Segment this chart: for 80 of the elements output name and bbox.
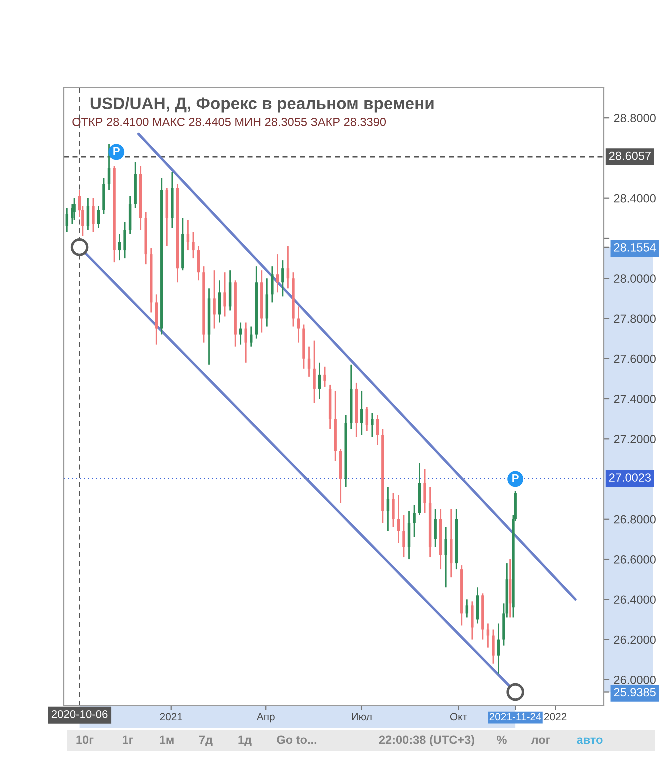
y-tick-label: 26.2000 [614, 636, 656, 644]
x-tick-label: 2021 [160, 713, 182, 721]
candlestick [213, 270, 216, 330]
y-tick-label: 27.4000 [614, 395, 656, 404]
candlestick [282, 260, 284, 298]
y-tick-label: 27.8000 [614, 314, 656, 324]
candlestick [308, 346, 311, 378]
candlestick [471, 600, 474, 640]
y-tick-label: 27.6000 [614, 354, 656, 364]
text: 1д [238, 736, 252, 746]
text: 7д [199, 736, 213, 746]
candlestick [466, 598, 469, 618]
candlestick [392, 492, 395, 528]
candlestick [97, 206, 100, 230]
candlestick [360, 390, 364, 436]
ref-line-label: 2020-10-06 [52, 710, 108, 718]
candlestick [286, 246, 290, 290]
candlestick [276, 254, 280, 294]
candlestick [244, 322, 248, 364]
candlestick [324, 366, 326, 388]
candlestick [224, 272, 226, 318]
ref-line-label: 28.6057 [609, 152, 651, 160]
candlestick [86, 198, 90, 232]
ref-line-label: 27.0023 [609, 474, 652, 482]
candlestick [297, 306, 300, 344]
candlestick [366, 406, 369, 432]
candlestick [250, 326, 253, 348]
candlestick [434, 508, 437, 548]
text: ОТКР 28.4100 МАКС 28.4405 МИН 28.3055 ЗАКР 28.3390 [72, 118, 386, 126]
candlestick [73, 198, 76, 222]
candlestick [402, 514, 406, 558]
candlestick [371, 412, 374, 438]
y-tick-label: 28.4000 [614, 194, 656, 203]
candlestick [376, 414, 380, 446]
candlestick [424, 468, 426, 514]
text: 22:00:38 (UTC+3) [379, 735, 474, 746]
y-tick-label: 25.9385 [614, 688, 656, 697]
y-tick-label: 28.0000 [614, 274, 656, 284]
candlestick [318, 362, 322, 400]
candlestick [444, 526, 448, 588]
y-tick-label: 26.8000 [614, 515, 656, 524]
candlestick [186, 220, 190, 252]
annotation: P [512, 474, 519, 482]
candlestick [313, 340, 316, 404]
text: Go to... [277, 736, 317, 744]
text: 10г [76, 736, 94, 744]
candlestick [386, 486, 390, 532]
candlestick [192, 232, 195, 260]
text: % [497, 736, 507, 744]
candlestick [218, 280, 222, 324]
candlestick [397, 494, 400, 544]
x-tick-label: 2021-11-24 [490, 713, 542, 721]
y-tick-label: 26.0000 [614, 676, 656, 684]
annotation: P [114, 147, 120, 156]
x-tick-label: 2022 [544, 713, 567, 721]
candlestick [239, 322, 242, 346]
y-tick-label: 28.8000 [614, 114, 656, 122]
x-tick-label: Июл [352, 713, 372, 721]
text: 1г [123, 736, 134, 744]
x-tick-label: Окт [450, 713, 468, 721]
candlestick [118, 234, 122, 262]
text: лог [531, 738, 550, 744]
candlestick [108, 143, 111, 192]
candlestick [271, 266, 274, 304]
text: 1м [160, 736, 174, 744]
candlestick [124, 222, 126, 260]
y-tick-label: 27.2000 [614, 435, 656, 444]
candlestick [92, 198, 95, 234]
candlestick [492, 629, 495, 665]
candlestick [66, 208, 69, 234]
text: USD/UAH, Д, Форекс в реальном времени [90, 97, 434, 113]
candlestick [497, 623, 500, 675]
y-tick-label: 28.1554 [614, 243, 656, 252]
y-tick-label: 26.4000 [614, 596, 656, 604]
candlestick [413, 504, 416, 538]
candlestick [486, 623, 490, 649]
y-tick-label: 26.6000 [614, 556, 656, 564]
text: авто [577, 738, 603, 744]
candlestick [197, 246, 200, 282]
x-tick-label: Апр [256, 713, 275, 723]
